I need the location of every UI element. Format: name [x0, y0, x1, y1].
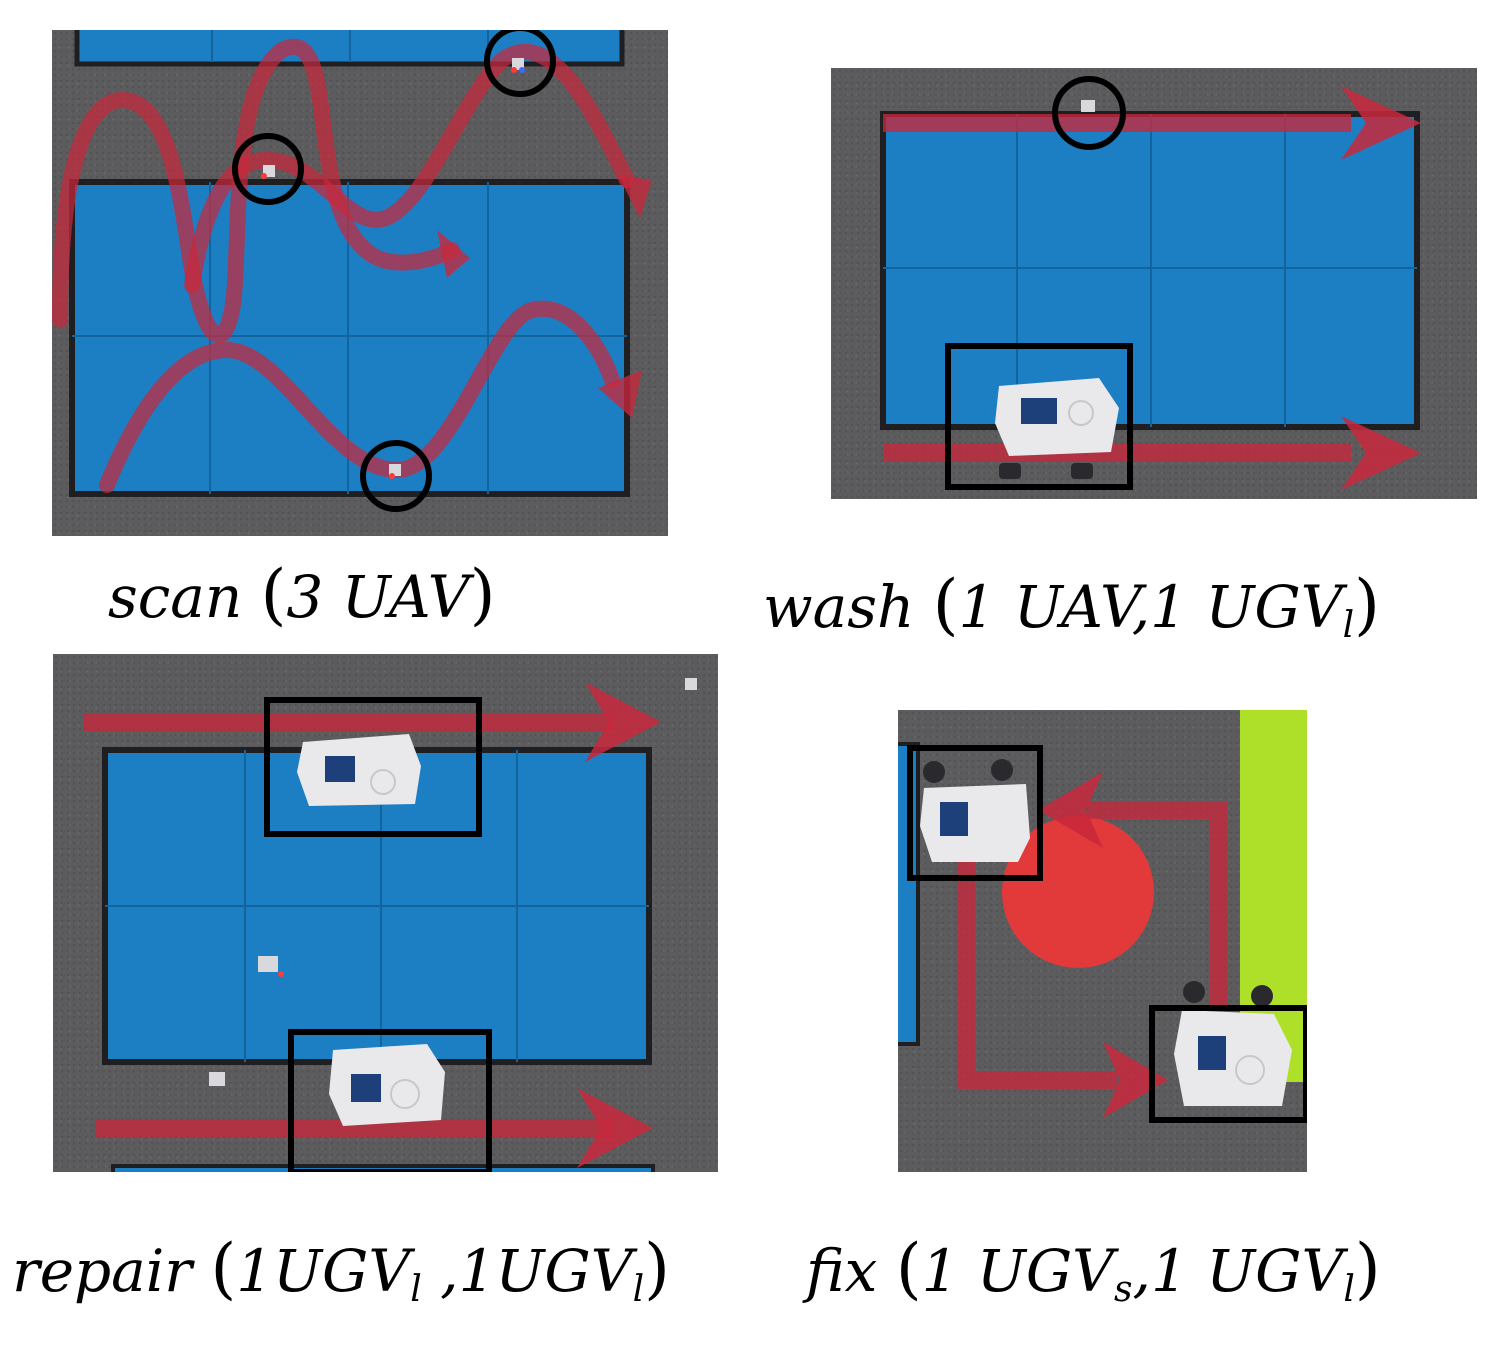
wash-paths — [883, 114, 1351, 462]
uav-marker-circle — [484, 30, 556, 97]
task-name: wash — [763, 573, 915, 641]
caption-wash: wash (1 UAV,1 UGVl) — [763, 566, 1380, 646]
caption-scan: scan (3 UAV) — [108, 556, 496, 633]
ugv-large — [1174, 981, 1292, 1106]
uav-marker-circle — [232, 133, 304, 205]
fix-paths — [957, 801, 1227, 1089]
arrowheads — [577, 682, 661, 1168]
fix-scene — [898, 710, 1307, 1123]
repair-paths — [83, 713, 613, 1137]
scan-scene — [52, 30, 652, 512]
task-name: scan — [108, 563, 243, 631]
agent-2: 1UGV — [458, 1237, 633, 1305]
agent-1-subscript: l — [410, 1269, 422, 1310]
ugv-marker-box — [288, 1029, 492, 1172]
caption-fix: fix (1 UGVs,1 UGVl) — [806, 1230, 1381, 1310]
agent-subscript: l — [1342, 605, 1355, 646]
agent-1-subscript: s — [1114, 1269, 1133, 1310]
task-name: fix — [806, 1237, 878, 1305]
ugv-large — [995, 378, 1119, 479]
ugv-small — [920, 759, 1030, 862]
agent-2-subscript: l — [1343, 1269, 1355, 1310]
ugv-large — [329, 1044, 445, 1126]
wash-scene — [880, 76, 1421, 490]
scan-photo — [52, 30, 668, 536]
caption-repair: repair (1UGVl ,1UGVl) — [12, 1230, 670, 1310]
agent-list: 3 UAV — [286, 563, 470, 631]
arrowheads — [437, 175, 652, 418]
uav-drone — [1081, 100, 1095, 112]
agent-list: 1 UAV,1 UGV — [958, 573, 1343, 641]
ugv-marker-box — [945, 343, 1133, 490]
arrowheads — [1341, 86, 1421, 490]
agent-1: 1UGV — [236, 1237, 411, 1305]
fix-photo — [898, 710, 1307, 1172]
wash-photo — [831, 68, 1477, 499]
task-name: repair — [12, 1237, 193, 1305]
ugv-large — [297, 734, 421, 806]
uav-marker-circle — [360, 440, 432, 512]
agent-2-subscript: l — [632, 1269, 645, 1310]
repair-scene — [83, 678, 697, 1172]
ugv-marker-box — [264, 697, 482, 837]
agent-1: 1 UGV — [921, 1237, 1115, 1305]
uav-drone — [209, 678, 697, 1086]
uav-drone — [261, 58, 525, 479]
agent-separator: , — [421, 1237, 459, 1305]
uav-marker-circle — [1052, 76, 1126, 150]
ugv-marker-box — [1149, 1005, 1307, 1123]
agent-separator: , — [1132, 1237, 1151, 1305]
repair-photo — [53, 654, 718, 1172]
ugv-marker-box — [907, 745, 1043, 881]
agent-2: 1 UGV — [1150, 1237, 1344, 1305]
arrowheads — [1038, 772, 1168, 1118]
